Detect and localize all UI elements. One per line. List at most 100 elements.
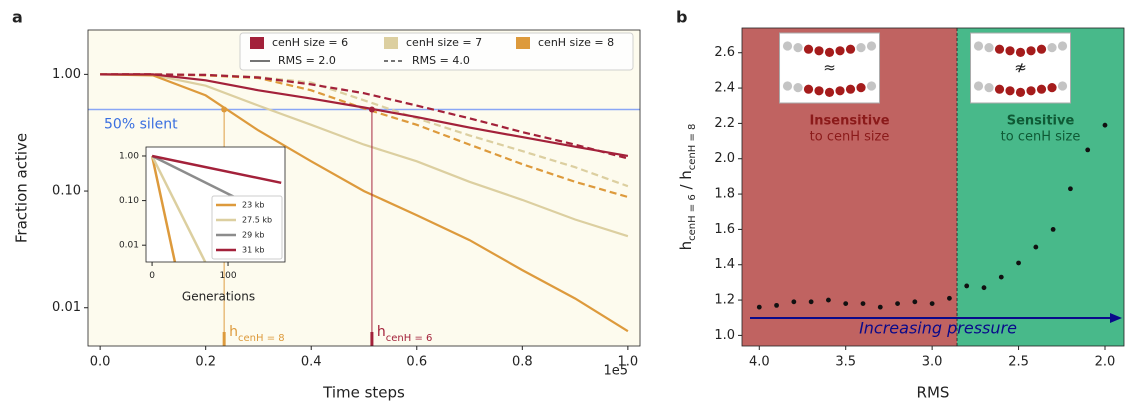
point xyxy=(947,295,952,301)
bead xyxy=(1036,84,1047,94)
annotation-h: h xyxy=(377,324,386,340)
legend-swatch xyxy=(250,37,264,49)
bead xyxy=(973,81,984,91)
icon-symbol: ≉ xyxy=(1014,59,1027,77)
region-sublabel: to cenH size xyxy=(810,130,890,145)
point xyxy=(843,301,849,306)
y-title-part: h xyxy=(677,170,695,180)
y-tick-label: 0.01 xyxy=(119,241,139,251)
bead xyxy=(803,44,814,54)
y-tick-label: 1.4 xyxy=(714,257,735,272)
bead xyxy=(793,43,803,53)
y-tick-label: 1.0 xyxy=(714,328,735,343)
bead xyxy=(1005,46,1015,56)
bead xyxy=(866,41,877,51)
y-tick-label: 1.8 xyxy=(714,187,735,202)
bead xyxy=(824,87,835,97)
legend-label: cenH size = 6 xyxy=(272,36,348,49)
annotation-label: hcenH = 8 xyxy=(229,324,284,344)
panel-label: b xyxy=(676,8,687,27)
point xyxy=(774,302,779,308)
annotation-h: h xyxy=(229,324,238,340)
line-series xyxy=(151,154,239,200)
point xyxy=(1033,244,1039,250)
point xyxy=(808,299,814,305)
bead xyxy=(1047,43,1057,53)
point xyxy=(981,285,987,291)
x-tick-label: 0.8 xyxy=(512,354,533,369)
x-tick-label: 0.0 xyxy=(90,354,111,369)
bead xyxy=(1005,86,1015,96)
x-tick-label: 1.0 xyxy=(618,354,639,369)
point xyxy=(860,301,866,306)
bead xyxy=(845,44,856,54)
point xyxy=(1102,122,1108,128)
point xyxy=(929,301,935,306)
bead xyxy=(973,41,984,51)
region-label: Sensitive xyxy=(1007,114,1075,129)
legend-label: 31 kb xyxy=(242,246,264,255)
bead xyxy=(782,81,793,91)
plot-frame xyxy=(741,27,1125,347)
line-series xyxy=(150,155,177,262)
y-title-part: h xyxy=(677,241,695,251)
bead xyxy=(835,46,845,56)
region-sublabel: to cenH size xyxy=(1001,130,1081,145)
y-title-sub: cenH = 8 xyxy=(687,124,698,171)
legend-label: cenH size = 8 xyxy=(538,36,614,49)
bead xyxy=(994,44,1005,54)
bead xyxy=(1047,83,1057,93)
bead xyxy=(782,41,793,51)
plot-frame xyxy=(145,146,286,263)
line-series xyxy=(150,155,207,262)
x-tick-label: 2.5 xyxy=(1008,354,1029,369)
threshold-label: 50% silent xyxy=(104,116,178,132)
bead xyxy=(1057,41,1068,51)
line-series xyxy=(100,73,629,157)
arrow-head xyxy=(1110,313,1122,323)
x-tick-label: 4.0 xyxy=(749,354,770,369)
line-series xyxy=(151,154,282,185)
inset-legend-box xyxy=(211,195,283,260)
bead xyxy=(1026,86,1036,96)
point xyxy=(826,297,831,303)
y-tick-label: 1.00 xyxy=(52,67,81,82)
y-axis-title: Fraction active xyxy=(13,133,31,243)
bead xyxy=(1026,46,1036,56)
line-series xyxy=(100,73,629,160)
annotation-sub: cenH = 6 xyxy=(386,333,433,344)
legend-label: 29 kb xyxy=(242,231,264,240)
panel-label: a xyxy=(12,8,23,27)
bead xyxy=(1036,44,1047,54)
y-tick-label: 2.0 xyxy=(714,151,735,166)
y-tick-label: 0.01 xyxy=(52,300,81,315)
x-tick-label: 3.0 xyxy=(922,354,943,369)
inset-x-title: Generations xyxy=(182,290,255,304)
y-title-part: / xyxy=(677,180,695,195)
y-tick-label: 1.00 xyxy=(119,151,139,161)
bead xyxy=(1015,87,1026,97)
icon-symbol: ≈ xyxy=(823,59,836,77)
bead xyxy=(994,84,1005,94)
annotation-label: hcenH = 6 xyxy=(377,324,432,344)
point xyxy=(1050,227,1056,232)
x-tick-label: 2.0 xyxy=(1095,354,1116,369)
point xyxy=(756,304,762,310)
bead xyxy=(835,86,845,96)
y-tick-label: 2.2 xyxy=(714,116,735,131)
y-tick-label: 2.4 xyxy=(714,81,735,96)
inset-series xyxy=(150,154,282,262)
point xyxy=(791,299,797,305)
point xyxy=(877,304,883,310)
y-tick-label: 1.2 xyxy=(714,293,735,308)
bead xyxy=(856,83,866,93)
x-tick-label: 100 xyxy=(219,271,236,281)
bead xyxy=(984,83,994,93)
bead xyxy=(814,86,824,96)
point xyxy=(1085,147,1091,153)
bead xyxy=(984,43,994,53)
annotation-marker xyxy=(368,106,375,113)
legend-label: RMS = 2.0 xyxy=(278,54,336,67)
point xyxy=(1016,260,1021,266)
